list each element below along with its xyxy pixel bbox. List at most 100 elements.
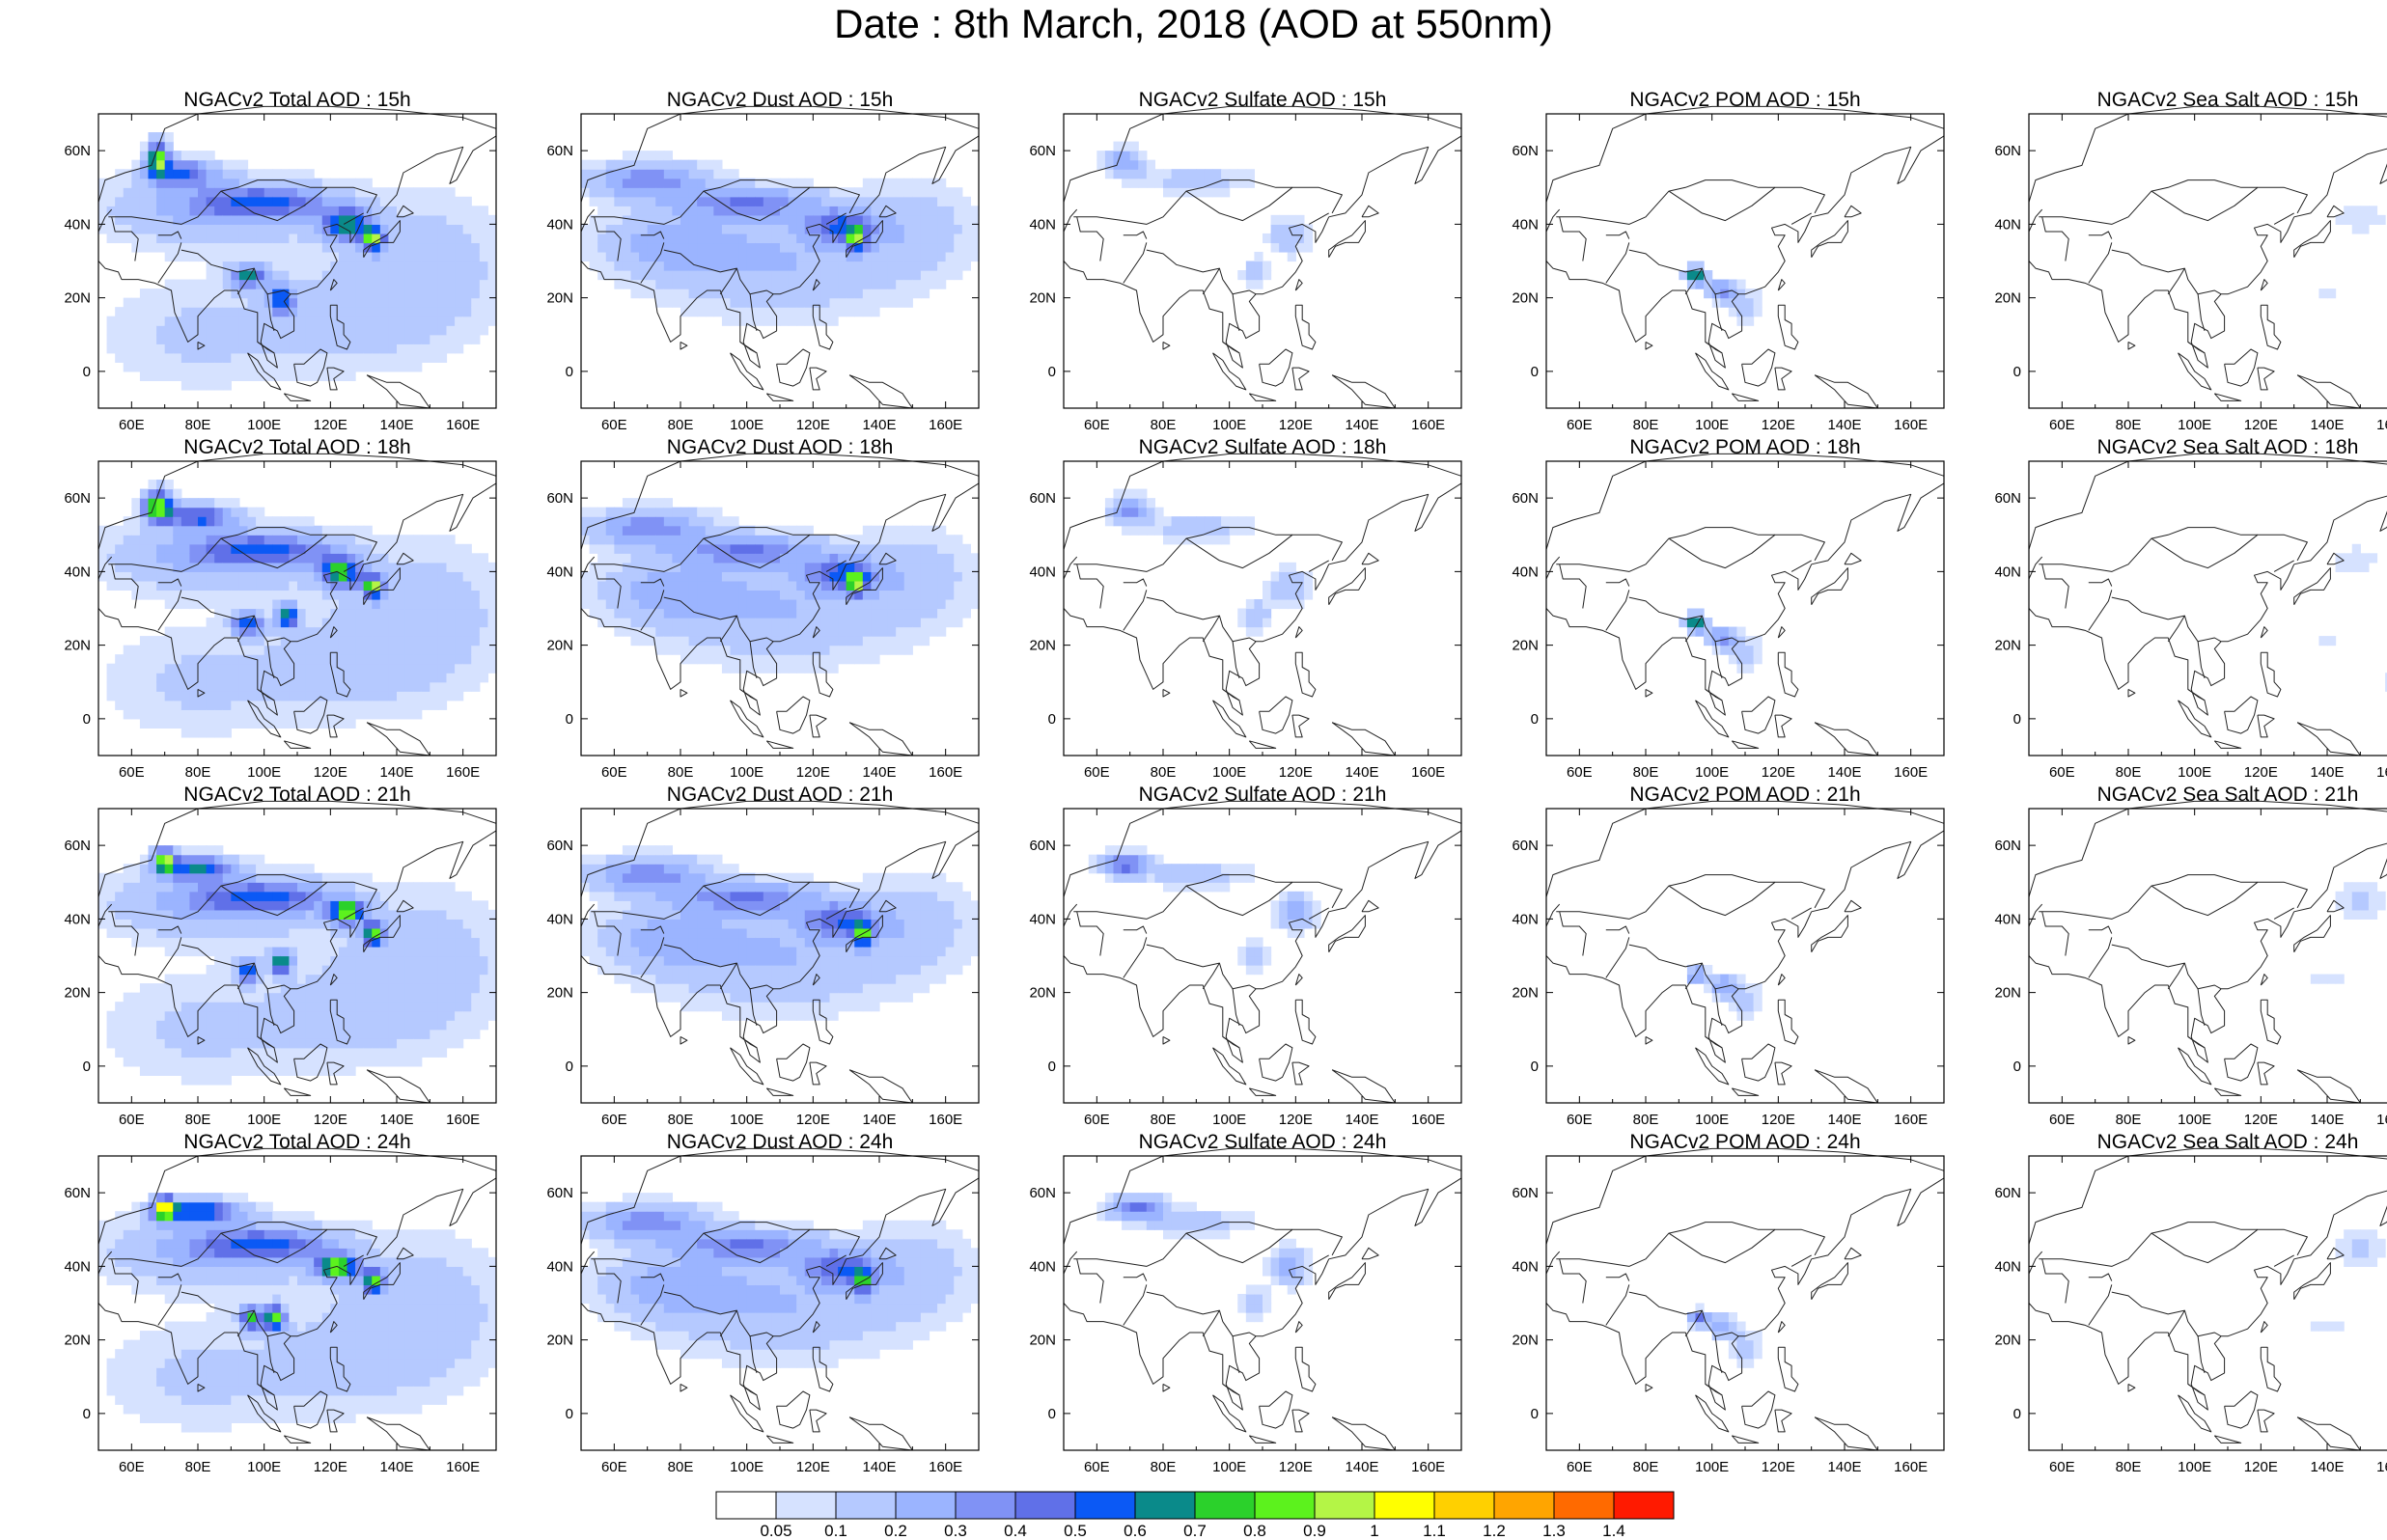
aod-cell xyxy=(189,371,199,382)
coastline xyxy=(2028,564,2295,716)
aod-cell xyxy=(222,1047,232,1058)
aod-cell xyxy=(247,700,257,710)
aod-cell xyxy=(148,636,157,646)
aod-cell xyxy=(1728,279,1738,289)
aod-cell xyxy=(581,580,591,591)
aod-cell xyxy=(321,626,331,637)
aod-cell xyxy=(771,307,781,317)
aod-cell xyxy=(264,224,273,234)
aod-cell xyxy=(355,261,365,271)
aod-cell xyxy=(937,242,947,253)
aod-cell xyxy=(780,297,790,308)
aod-cell xyxy=(404,580,414,591)
aod-cell xyxy=(363,270,373,281)
aod-cell xyxy=(437,196,448,206)
aod-cell xyxy=(912,618,922,628)
aod-cell xyxy=(355,891,365,901)
aod-cell xyxy=(622,224,632,234)
aod-cell xyxy=(763,553,773,564)
aod-cell xyxy=(214,974,224,984)
aod-cell xyxy=(879,535,889,545)
aod-cell xyxy=(404,233,414,244)
aod-cell xyxy=(206,1075,215,1086)
aod-cell xyxy=(372,709,381,720)
aod-cell xyxy=(388,270,398,281)
coastline xyxy=(663,596,774,643)
aod-cell xyxy=(1686,618,1697,628)
aod-cell xyxy=(1287,598,1296,610)
aod-cell xyxy=(297,297,307,308)
aod-cell xyxy=(388,206,398,216)
aod-cell xyxy=(688,233,698,244)
coastline xyxy=(1222,688,1240,701)
aod-cell xyxy=(148,543,157,554)
aod-cell xyxy=(730,543,739,554)
aod-cell xyxy=(139,645,150,655)
aod-cell xyxy=(688,608,698,619)
aod-cell xyxy=(738,224,748,234)
aod-cell xyxy=(231,159,240,170)
aod-cell xyxy=(297,700,307,710)
aod-cell xyxy=(597,525,607,536)
aod-cell xyxy=(813,206,822,216)
aod-cell xyxy=(479,214,489,225)
aod-cell xyxy=(829,663,839,674)
aod-cell xyxy=(363,562,373,572)
aod-cell xyxy=(705,525,714,536)
aod-cell xyxy=(763,307,773,317)
coastline xyxy=(1308,212,1329,225)
aod-cell xyxy=(238,169,249,179)
aod-cell xyxy=(871,645,880,655)
aod-cell xyxy=(321,334,331,344)
aod-cell xyxy=(755,261,764,271)
coastline xyxy=(2273,560,2294,572)
aod-cell xyxy=(879,571,889,582)
aod-cell xyxy=(280,1029,291,1039)
aod-cell xyxy=(330,196,340,206)
aod-cell xyxy=(297,663,307,674)
aod-cell xyxy=(1138,507,1148,517)
aod-cell xyxy=(413,297,423,308)
aod-cell xyxy=(372,270,381,281)
aod-cell xyxy=(1736,654,1746,665)
x-tick-label: 80E xyxy=(1151,764,1177,781)
aod-cell xyxy=(272,882,282,893)
aod-cell xyxy=(746,580,756,591)
aod-cell xyxy=(780,598,790,610)
aod-cell xyxy=(247,872,257,883)
aod-cell xyxy=(421,289,430,299)
aod-cell xyxy=(647,159,656,170)
aod-cell xyxy=(280,279,291,289)
aod-cell xyxy=(189,654,199,665)
aod-cell xyxy=(655,543,665,554)
aod-cell xyxy=(231,543,240,554)
aod-cell xyxy=(347,937,356,948)
coastline xyxy=(1668,179,1775,192)
aod-cell xyxy=(238,709,249,720)
aod-cell xyxy=(479,590,489,600)
aod-cell xyxy=(755,663,764,674)
aod-cell xyxy=(455,224,464,234)
aod-cell xyxy=(1745,297,1755,308)
aod-cell xyxy=(846,251,855,262)
panel-title: NGACv2 POM AOD : 18h xyxy=(1629,436,1861,458)
aod-cell xyxy=(455,553,464,564)
aod-cell xyxy=(297,1020,307,1031)
coastline xyxy=(366,374,430,409)
aod-cell xyxy=(206,187,215,198)
aod-cell xyxy=(347,992,356,1003)
aod-cell xyxy=(164,937,174,948)
aod-cell xyxy=(347,946,356,957)
aod-cell xyxy=(1204,516,1214,527)
aod-cell xyxy=(1704,289,1713,299)
aod-cell xyxy=(238,700,249,710)
aod-cell xyxy=(206,571,215,582)
aod-cell xyxy=(214,159,224,170)
aod-cell xyxy=(123,562,132,572)
aod-cell xyxy=(123,525,132,536)
aod-cell xyxy=(746,590,756,600)
aod-cell xyxy=(280,626,291,637)
aod-cell xyxy=(920,618,930,628)
aod-cell xyxy=(139,196,150,206)
aod-cell xyxy=(198,206,208,216)
